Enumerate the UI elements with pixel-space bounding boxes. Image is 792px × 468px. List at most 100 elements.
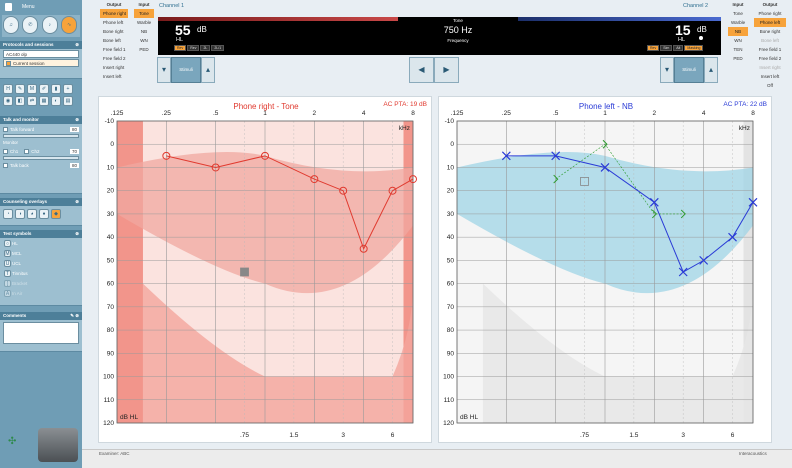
channel2-input-header: Input	[732, 2, 744, 7]
extra-marker	[580, 177, 589, 186]
sync-icon[interactable]: ⇄	[27, 96, 37, 106]
plus-icon[interactable]: +	[63, 84, 73, 94]
headphones-icon[interactable]: ♫	[3, 16, 19, 34]
ch2-input-nb[interactable]: NB	[728, 27, 748, 36]
ch1-stimulus-button[interactable]: Stimuli	[171, 57, 201, 83]
talk-forward-checkbox[interactable]	[3, 126, 8, 132]
ch1-output-free-field-1[interactable]: Free field 1	[103, 47, 126, 52]
ch2-sim-button[interactable]: Sim	[660, 45, 673, 51]
ch2-output-insert-left[interactable]: Insert left	[760, 74, 780, 79]
ch2-output-free-field-1[interactable]: Free field 1	[758, 47, 782, 52]
ch1-2l-button[interactable]: 2L	[200, 45, 211, 51]
tinnitus-symbol-icon[interactable]: T	[4, 269, 11, 277]
tools-icon[interactable]: ✎	[15, 84, 25, 94]
ch1-output-free-field-2[interactable]: Free field 2	[103, 56, 126, 61]
ch2-output-bone-left[interactable]: Bone left	[761, 38, 779, 43]
right-ear-audiogram[interactable]: -10 0 10 20 30 40 50 60 70 80 90 100 110 120 .125 .25 .5…	[99, 97, 433, 444]
x-top-tick-label: .5	[553, 110, 559, 117]
ch1-rev2-button[interactable]: Rev	[187, 45, 200, 51]
talk-back-value[interactable]: 80	[69, 162, 79, 168]
channel1-level: 55	[175, 22, 191, 38]
channel2-output-header: Output	[762, 2, 778, 7]
print-icon[interactable]: ▤	[63, 96, 73, 106]
ch1-output-bone-right[interactable]: Bone right	[103, 29, 124, 34]
ch1-output-bone-left[interactable]: Bone left	[103, 38, 121, 43]
hf-icon[interactable]: H	[3, 84, 13, 94]
comments-textarea[interactable]	[3, 322, 79, 344]
y-tick-label: 110	[444, 397, 455, 404]
bar-icon[interactable]: ▮	[51, 84, 61, 94]
freq-prev-icon[interactable]: ◀	[409, 57, 434, 83]
ch2-masking-button[interactable]: Masking	[684, 45, 704, 51]
ch1-output-insert-right[interactable]: Insert right	[103, 65, 125, 70]
ch2-stimulus-button[interactable]: Stimuli	[674, 57, 704, 83]
y-tick-label: 30	[447, 211, 455, 218]
ch1-output-phone-left[interactable]: Phone left	[103, 20, 124, 25]
overlay-5-icon[interactable]: ◆	[51, 209, 61, 219]
left-ear-audiogram[interactable]: -10 0 10 20 30 40 50 60 70 80 90 100 110 120 .125 .25 .5…	[439, 97, 773, 444]
mcl-symbol-icon[interactable]: M	[4, 249, 11, 257]
ch1-input-nb[interactable]: NB	[140, 29, 148, 34]
ch2-checkbox[interactable]	[24, 148, 30, 154]
hl-symbol-icon[interactable]: ○	[4, 239, 11, 247]
menu-label[interactable]: Menu	[22, 4, 35, 10]
ucl-symbol-icon[interactable]: U	[4, 259, 11, 267]
reflex-icon[interactable]: ♪	[41, 16, 58, 34]
y-tick-label: 20	[107, 188, 115, 195]
ch2-input-warble[interactable]: Warble	[731, 20, 746, 25]
ch2-input-wn[interactable]: WN	[734, 38, 742, 43]
grid-icon[interactable]: ▦	[39, 96, 49, 106]
talk-back-checkbox[interactable]	[3, 162, 8, 168]
ch1-rev-button[interactable]: Rev	[174, 45, 187, 51]
freq-next-icon[interactable]: ▶	[434, 57, 459, 83]
ch2-output-free-field-2[interactable]: Free field 2	[758, 56, 782, 61]
talk-forward-slider[interactable]	[3, 134, 79, 138]
ch2-level-down-icon[interactable]: ▾	[660, 57, 674, 83]
headset-icon[interactable]: ◉	[3, 96, 13, 106]
talk-forward-value[interactable]: 80	[69, 126, 79, 132]
ch1-2l1-button[interactable]: 2L/1	[211, 45, 225, 51]
ch1-checkbox[interactable]	[3, 148, 8, 154]
session-select[interactable]: Current session	[3, 59, 79, 67]
symbol-ucl: UCL	[12, 260, 22, 266]
ch2-input-tone[interactable]: Tone	[733, 11, 743, 16]
channel-icon[interactable]: ◧	[15, 96, 25, 106]
ch1-input-tone[interactable]: Tone	[134, 9, 154, 18]
ch2-level-up-icon[interactable]: ▴	[704, 57, 718, 83]
tone-icon[interactable]: ∿	[61, 16, 78, 34]
overlay-1-icon[interactable]: ◔	[3, 209, 13, 219]
overlay-4-icon[interactable]: ●	[39, 209, 49, 219]
ch2-output-bone-right[interactable]: Bone right	[759, 29, 781, 34]
edit-icon[interactable]: ✐	[39, 84, 49, 94]
ch2-rev-button[interactable]: Rev	[647, 45, 660, 51]
mf-icon[interactable]: M	[27, 84, 37, 94]
ch1-output-insert-left[interactable]: Insert left	[103, 74, 122, 79]
ch1-input-warble[interactable]: Warble	[137, 20, 152, 25]
data-point	[339, 186, 348, 195]
monitor-value[interactable]: 70	[69, 148, 79, 154]
monitor-slider[interactable]	[3, 156, 79, 160]
overlay-3-icon[interactable]: ◕	[27, 209, 37, 219]
speech-icon[interactable]: ✆	[22, 16, 39, 34]
symbol-mcl: MCL	[12, 250, 22, 256]
ch1-output-phone-right[interactable]: Phone right	[100, 9, 128, 18]
ch2-output-phone-right[interactable]: Phone right	[758, 11, 782, 16]
ch2-input-ten[interactable]: TEN	[733, 47, 743, 52]
ear-icon[interactable]: ◐	[51, 96, 61, 106]
ch1-input-ped[interactable]: PED	[139, 47, 149, 52]
overlay-2-icon[interactable]: ◑	[15, 209, 25, 219]
data-point	[409, 175, 417, 184]
lower-region	[142, 283, 413, 423]
channel1-label: Channel 1	[159, 3, 185, 9]
ch1-level-up-icon[interactable]: ▴	[201, 57, 215, 83]
ch1-level-down-icon[interactable]: ▾	[157, 57, 171, 83]
ch2-output-phone-left[interactable]: Phone left	[754, 18, 786, 27]
channel2-display: 15 dB HL Rev Sim Alt Masking	[518, 17, 721, 55]
ch2-input-ped[interactable]: PED	[733, 56, 743, 61]
ch2-output-insert-right[interactable]: Insert right	[759, 65, 781, 70]
y-tick-label: -10	[445, 118, 455, 125]
ch2-output-off[interactable]: Off	[767, 83, 773, 88]
protocol-select[interactable]: AC440 olp	[3, 50, 79, 58]
ch1-input-wn[interactable]: WN	[140, 38, 148, 43]
ch2-alt-button[interactable]: Alt	[673, 45, 684, 51]
